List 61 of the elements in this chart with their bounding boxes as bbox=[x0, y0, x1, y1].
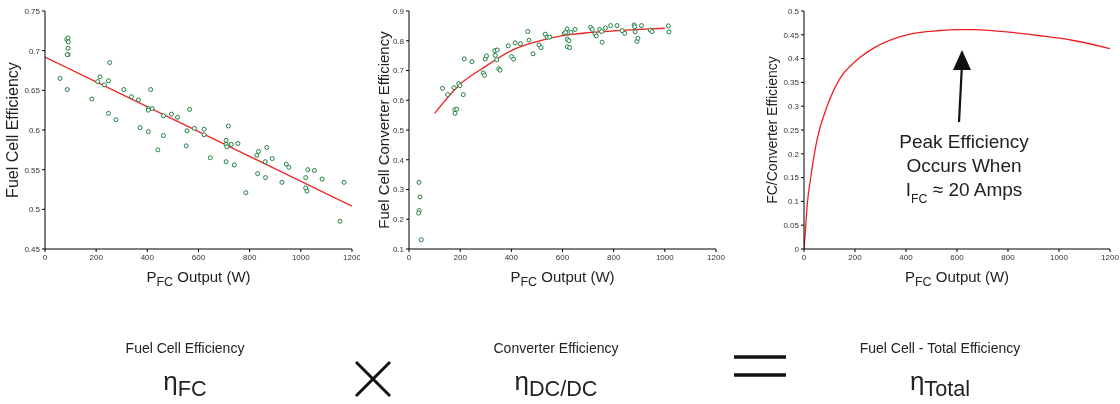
x-axis-title: P$_{FC}$ Output (W) bbox=[145, 268, 252, 289]
y-tick-label: 0.15 bbox=[783, 173, 800, 183]
text: Converter Efficiency bbox=[492, 340, 620, 356]
y-tick-label: 0.25 bbox=[783, 125, 800, 135]
y-tick-label: 0.75 bbox=[24, 6, 41, 16]
text: η$_{FC}$ bbox=[162, 366, 208, 403]
y-tick-label: 0.7 bbox=[392, 66, 405, 76]
y-tick-label: 0.4 bbox=[392, 155, 405, 165]
x-tick-label: 800 bbox=[242, 252, 257, 262]
y-tick-label: 0.45 bbox=[24, 244, 41, 254]
x-tick-label: 200 bbox=[453, 252, 468, 262]
x-tick-label: 1000 bbox=[655, 252, 675, 262]
x-tick-label: 600 bbox=[191, 252, 206, 262]
x-tick-label: 600 bbox=[555, 252, 570, 262]
y-axis-title: FC/Converter Efficiency bbox=[763, 55, 781, 206]
y-tick-label: 0.6 bbox=[28, 125, 41, 135]
y-tick-label: 0.6 bbox=[392, 96, 405, 106]
x-tick-label: 1000 bbox=[291, 252, 311, 262]
y-tick-label: 0.55 bbox=[24, 165, 41, 175]
x-tick-label: 0 bbox=[42, 252, 48, 262]
x-tick-label: 800 bbox=[606, 252, 621, 262]
y-tick-label: 0.1 bbox=[787, 197, 800, 207]
x-tick-label: 600 bbox=[950, 252, 965, 262]
x-tick-label: 800 bbox=[1001, 252, 1016, 262]
y-axis-title: Fuel Cell Converter Efficiency bbox=[374, 30, 394, 231]
y-tick-label: 0.3 bbox=[787, 102, 800, 112]
x-axis-title: P$_{FC}$ Output (W) bbox=[509, 268, 616, 289]
x-tick-label: 200 bbox=[848, 252, 863, 262]
text: η$_{DC/DC}$ bbox=[513, 366, 599, 403]
y-tick-label: 0.65 bbox=[24, 86, 41, 96]
y-tick-label: 0.5 bbox=[787, 6, 800, 16]
y-tick-label: 0.2 bbox=[787, 149, 800, 159]
y-tick-label: 0.45 bbox=[783, 30, 800, 40]
y-tick-label: 0.3 bbox=[392, 185, 405, 195]
x-tick-label: 400 bbox=[140, 252, 155, 262]
x-tick-label: 400 bbox=[504, 252, 519, 262]
y-tick-label: 0.05 bbox=[783, 221, 800, 231]
y-tick-label: 0.35 bbox=[783, 78, 800, 88]
x-tick-label: 1000 bbox=[1050, 252, 1069, 262]
x-tick-label: 1200 bbox=[343, 252, 362, 262]
y-tick-label: 0.8 bbox=[392, 36, 405, 46]
text: Fuel Cell Efficiency bbox=[124, 340, 246, 356]
y-tick-label: 0.1 bbox=[392, 244, 405, 254]
x-tick-label: 0 bbox=[406, 252, 412, 262]
y-axis-title: Fuel Cell Efficiency bbox=[3, 61, 22, 200]
y-tick-label: 0.2 bbox=[392, 215, 405, 225]
x-tick-label: 0 bbox=[801, 252, 807, 262]
x-tick-label: 1200 bbox=[707, 252, 726, 262]
text: η$_{Total}$ bbox=[908, 366, 972, 403]
x-tick-label: 400 bbox=[899, 252, 914, 262]
x-tick-label: 200 bbox=[89, 252, 104, 262]
annotation: Peak Efficiency Occurs When I$_{FC}$ ≈ 20 Amps bbox=[899, 131, 1030, 206]
x-axis-title: P$_{FC}$ Output (W) bbox=[903, 268, 1011, 289]
y-tick-label: 0.4 bbox=[787, 54, 800, 64]
y-tick-label: 0.5 bbox=[392, 125, 405, 135]
y-tick-label: 0 bbox=[794, 244, 800, 254]
y-tick-label: 0.5 bbox=[28, 205, 41, 215]
x-tick-label: 1200 bbox=[1101, 252, 1120, 262]
y-tick-label: 0.7 bbox=[28, 46, 41, 56]
y-tick-label: 0.9 bbox=[392, 6, 405, 16]
text: Fuel Cell - Total Efficiency bbox=[858, 340, 1022, 356]
